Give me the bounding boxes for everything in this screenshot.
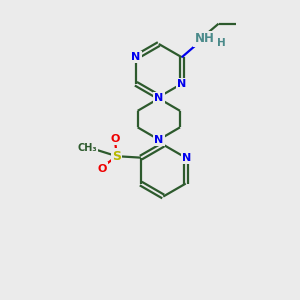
- Text: N: N: [131, 52, 140, 62]
- Text: N: N: [154, 135, 164, 145]
- Text: H: H: [217, 38, 226, 47]
- Text: O: O: [97, 164, 106, 173]
- Text: N: N: [182, 153, 191, 163]
- Text: CH₃: CH₃: [78, 143, 98, 153]
- Text: S: S: [112, 150, 121, 163]
- Text: N: N: [154, 94, 164, 103]
- Text: O: O: [110, 134, 120, 143]
- Text: N: N: [177, 79, 186, 89]
- Text: NH: NH: [194, 32, 214, 46]
